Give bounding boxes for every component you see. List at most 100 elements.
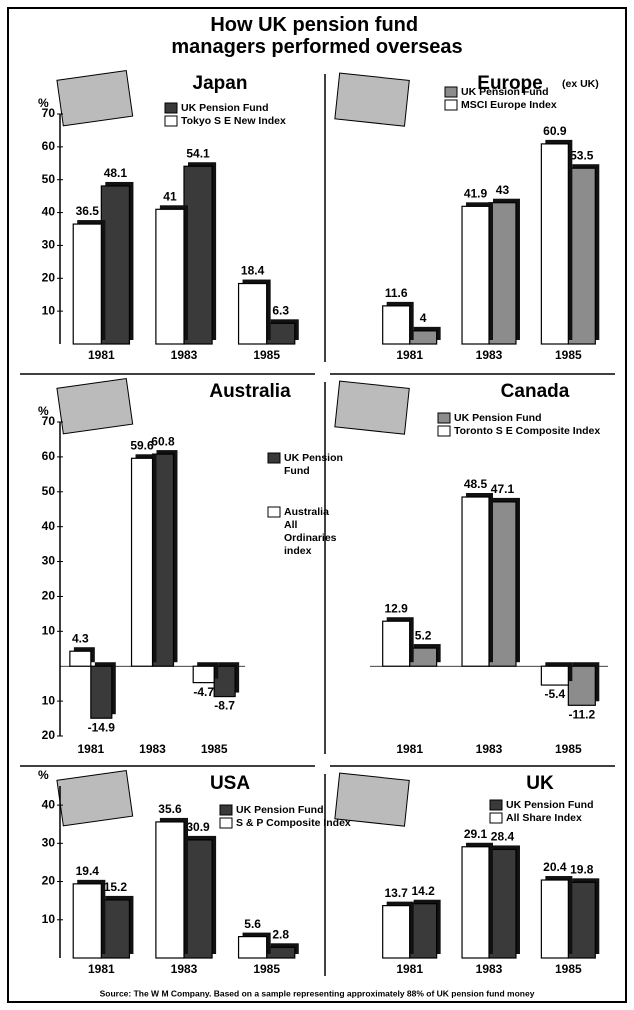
legend-label: MSCI Europe Index [461, 99, 557, 111]
y-tick-label: 60 [42, 449, 56, 463]
flag [335, 73, 409, 126]
data-label: 29.1 [464, 827, 488, 841]
legend-label: UK Pension Fund [181, 102, 269, 114]
data-label: 41.9 [464, 187, 488, 201]
y-tick-label: 40 [42, 205, 56, 219]
bar [91, 666, 112, 718]
y-tick-label: 30 [42, 238, 56, 252]
legend-swatch [220, 805, 232, 815]
y-tick-label: 30 [42, 836, 56, 850]
data-label: 6.3 [272, 303, 289, 317]
y-tick-label: 50 [42, 484, 56, 498]
y-tick-label: 10 [42, 912, 56, 926]
data-label: 47.1 [491, 482, 515, 496]
y-tick-label: 60 [42, 139, 56, 153]
x-tick-label: 1981 [88, 348, 115, 362]
bar [489, 502, 516, 666]
source: Source: The W M Company. Based on a samp… [100, 988, 535, 998]
legend-label: UK Pension Fund [454, 412, 542, 424]
data-label: 11.6 [385, 286, 408, 300]
bar [101, 186, 129, 344]
data-label: 41 [163, 189, 177, 203]
y-tick-label: 50 [42, 172, 56, 186]
y-tick-label: 20 [42, 874, 56, 888]
legend-swatch [220, 818, 232, 828]
data-label: -5.4 [545, 687, 566, 701]
x-tick-label: 1983 [171, 962, 198, 976]
bar [568, 882, 595, 958]
flag [57, 771, 133, 826]
x-tick-label: 1985 [555, 348, 582, 362]
bar [541, 666, 568, 685]
data-label: 59.6 [130, 438, 154, 452]
y-tick-label: 30 [42, 554, 56, 568]
bar [410, 331, 437, 344]
panel-subtitle: (ex UK) [562, 78, 599, 90]
bar [156, 209, 184, 344]
bar [267, 323, 295, 344]
data-label: -8.7 [214, 699, 235, 713]
data-label: 5.6 [244, 917, 261, 931]
bar [462, 847, 489, 958]
data-label: 53.5 [570, 148, 594, 162]
data-label: 60.8 [151, 434, 175, 448]
panel-title: Australia [209, 381, 291, 402]
data-label: 43 [496, 183, 510, 197]
x-tick-label: 1985 [253, 348, 280, 362]
bar [568, 168, 595, 344]
legend-swatch [438, 413, 450, 423]
y-tick-label: 20 [42, 589, 56, 603]
x-tick-label: 1985 [201, 742, 228, 756]
data-label: 18.4 [241, 264, 265, 278]
legend-swatch [490, 800, 502, 810]
bar [462, 497, 489, 666]
page: How UK pension fund managers performed o… [0, 0, 634, 1010]
legend-label: UK Pension Fund [461, 86, 549, 98]
bar [462, 206, 489, 344]
legend-swatch [490, 813, 502, 823]
data-label: 30.9 [186, 820, 210, 834]
x-tick-label: 1985 [253, 962, 280, 976]
legend-label: UK Pension Fund [506, 799, 594, 811]
x-tick-label: 1983 [139, 742, 166, 756]
panel-title: UK [526, 773, 554, 794]
legend-label: S & P Composite Index [236, 817, 351, 829]
y-tick-label: 10 [42, 303, 56, 317]
legend-label: All Share Index [506, 812, 582, 824]
bar [184, 166, 212, 344]
legend-label: UK Pension Fund [236, 804, 324, 816]
data-label: -14.9 [88, 720, 116, 734]
y-tick-label: 10 [42, 693, 56, 707]
y-tick-label: 70 [42, 106, 56, 120]
x-tick-label: 1983 [476, 742, 503, 756]
y-tick-label: 40 [42, 519, 56, 533]
legend-swatch [165, 103, 177, 113]
data-label: 48.1 [104, 166, 128, 180]
y-tick-label: 40 [42, 797, 56, 811]
data-label: -11.2 [568, 707, 595, 721]
bar [383, 306, 410, 344]
data-label: 12.9 [385, 601, 409, 615]
bar [193, 666, 214, 682]
y-tick-label: 20 [42, 728, 56, 742]
legend-label: Toronto S E Composite Index [454, 425, 600, 437]
x-tick-label: 1983 [171, 348, 198, 362]
y-tick-label: 20 [42, 270, 56, 284]
bar [267, 947, 295, 958]
data-label: 2.8 [272, 927, 289, 941]
x-tick-label: 1983 [476, 348, 503, 362]
flag [57, 71, 133, 126]
data-label: 54.1 [186, 146, 210, 160]
data-label: 4 [420, 311, 427, 325]
bar [184, 840, 212, 958]
bar [410, 904, 437, 958]
data-label: 20.4 [543, 860, 567, 874]
data-label: 14.2 [411, 884, 435, 898]
flag [335, 773, 409, 826]
bar [383, 906, 410, 958]
x-tick-label: 1981 [77, 742, 104, 756]
data-label: 28.4 [491, 830, 515, 844]
x-tick-label: 1985 [555, 742, 582, 756]
flag [57, 379, 133, 434]
legend-label: Australia All Ordinaries index [284, 506, 339, 557]
